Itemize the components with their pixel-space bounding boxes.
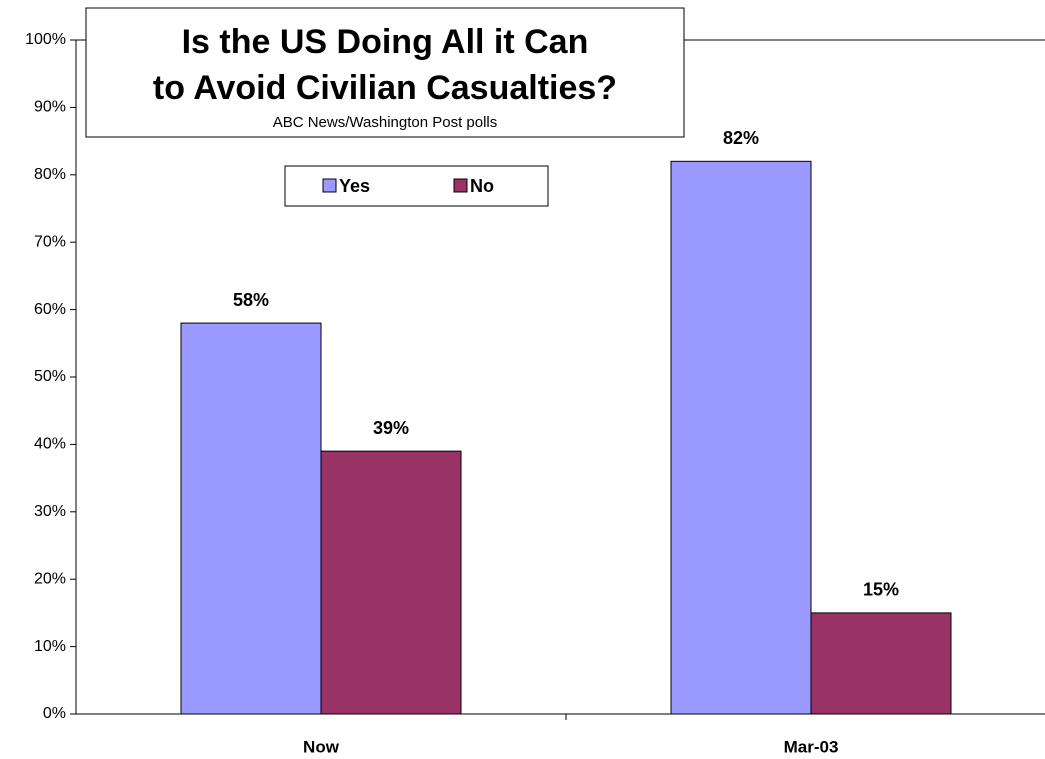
y-tick-label: 100% xyxy=(25,31,66,48)
y-tick-label: 60% xyxy=(34,301,66,318)
x-tick-label: Mar-03 xyxy=(784,737,839,756)
chart-title: to Avoid Civilian Casualties? xyxy=(153,69,617,107)
data-label: 82% xyxy=(723,128,759,148)
bar xyxy=(180,322,322,715)
y-tick-label: 90% xyxy=(34,99,66,116)
y-tick-label: 0% xyxy=(43,705,66,722)
y-tick-label: 30% xyxy=(34,503,66,520)
y-tick-label: 10% xyxy=(34,638,66,655)
y-tick-label: 50% xyxy=(34,368,66,385)
chart-subtitle: ABC News/Washington Post polls xyxy=(273,114,498,131)
y-tick-label: 70% xyxy=(34,233,66,250)
bar xyxy=(810,612,952,715)
data-label: 39% xyxy=(373,418,409,438)
legend-label: No xyxy=(470,176,494,196)
y-tick-label: 20% xyxy=(34,570,66,587)
legend-swatch xyxy=(322,178,337,193)
bar xyxy=(670,160,812,715)
y-tick-label: 80% xyxy=(34,166,66,183)
x-tick-label: Now xyxy=(303,737,340,756)
bar xyxy=(320,450,462,715)
y-tick-label: 40% xyxy=(34,436,66,453)
data-label: 15% xyxy=(863,580,899,600)
legend-swatch xyxy=(453,178,468,193)
legend-label: Yes xyxy=(339,176,370,196)
title-box xyxy=(85,7,685,138)
chart-title: Is the US Doing All it Can xyxy=(182,23,589,61)
data-label: 58% xyxy=(233,290,269,310)
